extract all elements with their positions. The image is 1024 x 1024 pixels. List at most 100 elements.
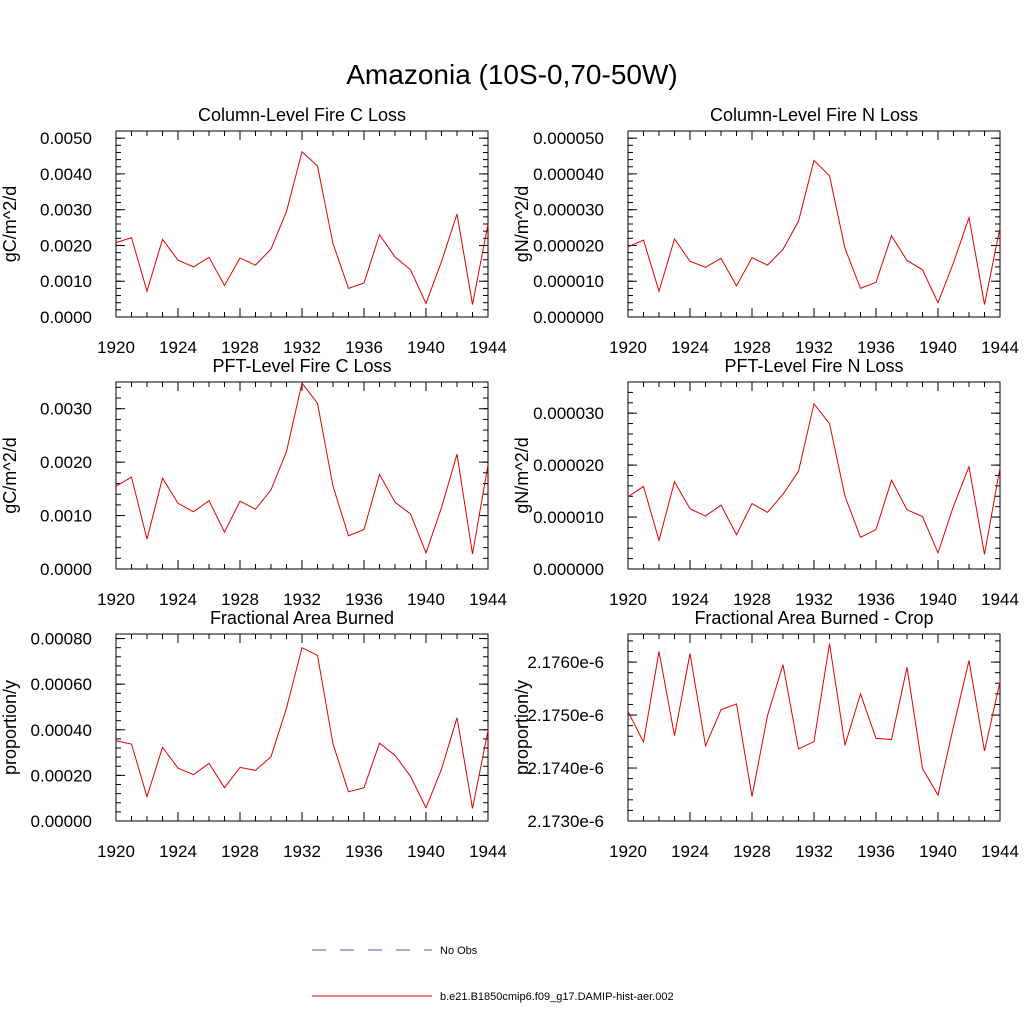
y-tick-label: 0.0020 xyxy=(40,453,92,472)
x-tick-label: 1928 xyxy=(221,842,259,861)
y-axis-label: gN/m^2/d xyxy=(512,437,532,513)
y-tick-label: 0.000050 xyxy=(533,129,604,148)
x-tick-label: 1936 xyxy=(345,590,383,609)
y-tick-label: 0.0050 xyxy=(40,129,92,148)
series-line-1 xyxy=(115,646,489,809)
y-tick-label: 0.0010 xyxy=(40,272,92,291)
legend-no-obs-label: No Obs xyxy=(440,945,478,957)
y-tick-label: 0.0020 xyxy=(40,236,92,255)
y-tick-label: 0.0010 xyxy=(40,507,92,526)
y-axis-label: gC/m^2/d xyxy=(0,186,20,262)
x-tick-label: 1940 xyxy=(407,842,445,861)
y-tick-label: 0.000000 xyxy=(533,560,604,579)
x-tick-label: 1936 xyxy=(345,338,383,357)
y-tick-label: 0.000010 xyxy=(533,272,604,291)
y-tick-label: 0.0030 xyxy=(40,201,92,220)
y-tick-label: 0.000030 xyxy=(533,404,604,423)
y-axis-label: proportion/y xyxy=(512,680,532,775)
y-tick-label: 0.000000 xyxy=(533,308,604,327)
y-tick-label: 0.000020 xyxy=(533,236,604,255)
panel-title: Column-Level Fire N Loss xyxy=(710,105,918,125)
panel-title: Column-Level Fire C Loss xyxy=(198,105,406,125)
x-tick-label: 1920 xyxy=(97,338,135,357)
plot-frame xyxy=(627,633,1001,822)
series-line-1 xyxy=(115,381,489,555)
x-tick-label: 1928 xyxy=(221,338,259,357)
y-tick-label: 0.000020 xyxy=(533,456,604,475)
y-tick-label: 0.000010 xyxy=(533,508,604,527)
x-tick-label: 1944 xyxy=(469,590,507,609)
chart-panel-5: 1920 1924 1928 1932 1936 1940 1944 0.00000 0.000… xyxy=(0,608,507,861)
x-tick-label: 1936 xyxy=(857,590,895,609)
panel-title: Fractional Area Burned - Crop xyxy=(694,608,933,628)
chart-panel-2: 1920 1924 1928 1932 1936 1940 1944 0.000000 0.00… xyxy=(512,105,1019,357)
y-tick-label: 2.1730e-6 xyxy=(527,812,604,831)
x-tick-label: 1928 xyxy=(733,590,771,609)
panel-title: Fractional Area Burned xyxy=(210,608,394,628)
x-tick-label: 1920 xyxy=(609,338,647,357)
chart-panel-1: 1920 1924 1928 1932 1936 1940 1944 0.0000 0.0010… xyxy=(0,105,507,357)
x-tick-label: 1932 xyxy=(283,338,321,357)
x-tick-label: 1920 xyxy=(97,842,135,861)
x-tick-label: 1924 xyxy=(159,338,197,357)
x-tick-label: 1940 xyxy=(919,590,957,609)
x-tick-label: 1932 xyxy=(283,842,321,861)
y-tick-label: 0.0040 xyxy=(40,165,92,184)
y-tick-label: 2.1750e-6 xyxy=(527,706,604,725)
x-tick-label: 1924 xyxy=(671,338,709,357)
y-tick-label: 0.00040 xyxy=(31,721,92,740)
x-tick-label: 1924 xyxy=(671,590,709,609)
x-tick-label: 1932 xyxy=(795,590,833,609)
y-tick-label: 0.0030 xyxy=(40,400,92,419)
y-tick-label: 0.000040 xyxy=(533,165,604,184)
y-tick-label: 2.1760e-6 xyxy=(527,653,604,672)
y-tick-label: 0.000030 xyxy=(533,201,604,220)
y-tick-label: 0.0000 xyxy=(40,308,92,327)
y-axis-label: gN/m^2/d xyxy=(512,186,532,262)
x-tick-label: 1932 xyxy=(283,590,321,609)
x-tick-label: 1944 xyxy=(469,338,507,357)
x-tick-label: 1928 xyxy=(221,590,259,609)
x-tick-label: 1936 xyxy=(345,842,383,861)
legend: No Obs b.e21.B1850cmip6.f09_g17.DAMIP-hi… xyxy=(312,945,674,1003)
x-tick-label: 1936 xyxy=(857,338,895,357)
y-tick-label: 0.00000 xyxy=(31,812,92,831)
y-tick-label: 2.1740e-6 xyxy=(527,759,604,778)
x-tick-label: 1936 xyxy=(857,842,895,861)
x-tick-label: 1940 xyxy=(407,590,445,609)
plot-frame xyxy=(627,130,1001,318)
x-tick-label: 1940 xyxy=(919,842,957,861)
x-tick-label: 1944 xyxy=(981,338,1019,357)
panel-title: PFT-Level Fire C Loss xyxy=(212,356,391,376)
y-tick-label: 0.00060 xyxy=(31,675,92,694)
y-axis-label: gC/m^2/d xyxy=(0,437,20,513)
series-line-1 xyxy=(627,159,1001,305)
x-tick-label: 1940 xyxy=(919,338,957,357)
plot-frame xyxy=(115,381,489,570)
chart-panels: 1920 1924 1928 1932 1936 1940 1944 0.0000 0.0010… xyxy=(0,105,1019,861)
y-axis-label: proportion/y xyxy=(0,680,20,775)
plot-frame xyxy=(115,130,489,318)
x-tick-label: 1920 xyxy=(609,590,647,609)
x-tick-label: 1940 xyxy=(407,338,445,357)
y-tick-label: 0.00020 xyxy=(31,766,92,785)
x-tick-label: 1944 xyxy=(469,842,507,861)
x-tick-label: 1928 xyxy=(733,842,771,861)
x-tick-label: 1932 xyxy=(795,842,833,861)
chart-panel-6: 1920 1924 1928 1932 1936 1940 1944 2.1730e-6 2.1… xyxy=(512,608,1019,861)
x-tick-label: 1944 xyxy=(981,590,1019,609)
x-tick-label: 1920 xyxy=(97,590,135,609)
y-tick-label: 0.00080 xyxy=(31,630,92,649)
plot-frame xyxy=(627,381,1001,570)
series-line-1 xyxy=(627,402,1001,555)
chart-panel-4: 1920 1924 1928 1932 1936 1940 1944 0.000000 0.00… xyxy=(512,356,1019,609)
x-tick-label: 1932 xyxy=(795,338,833,357)
figure-title: Amazonia (10S-0,70-50W) xyxy=(346,59,677,90)
x-tick-label: 1928 xyxy=(733,338,771,357)
series-line-1 xyxy=(627,643,1001,797)
chart-panel-3: 1920 1924 1928 1932 1936 1940 1944 0.0000 0.0010… xyxy=(0,356,507,609)
series-line-1 xyxy=(115,150,489,305)
panel-title: PFT-Level Fire N Loss xyxy=(724,356,903,376)
x-tick-label: 1924 xyxy=(159,842,197,861)
